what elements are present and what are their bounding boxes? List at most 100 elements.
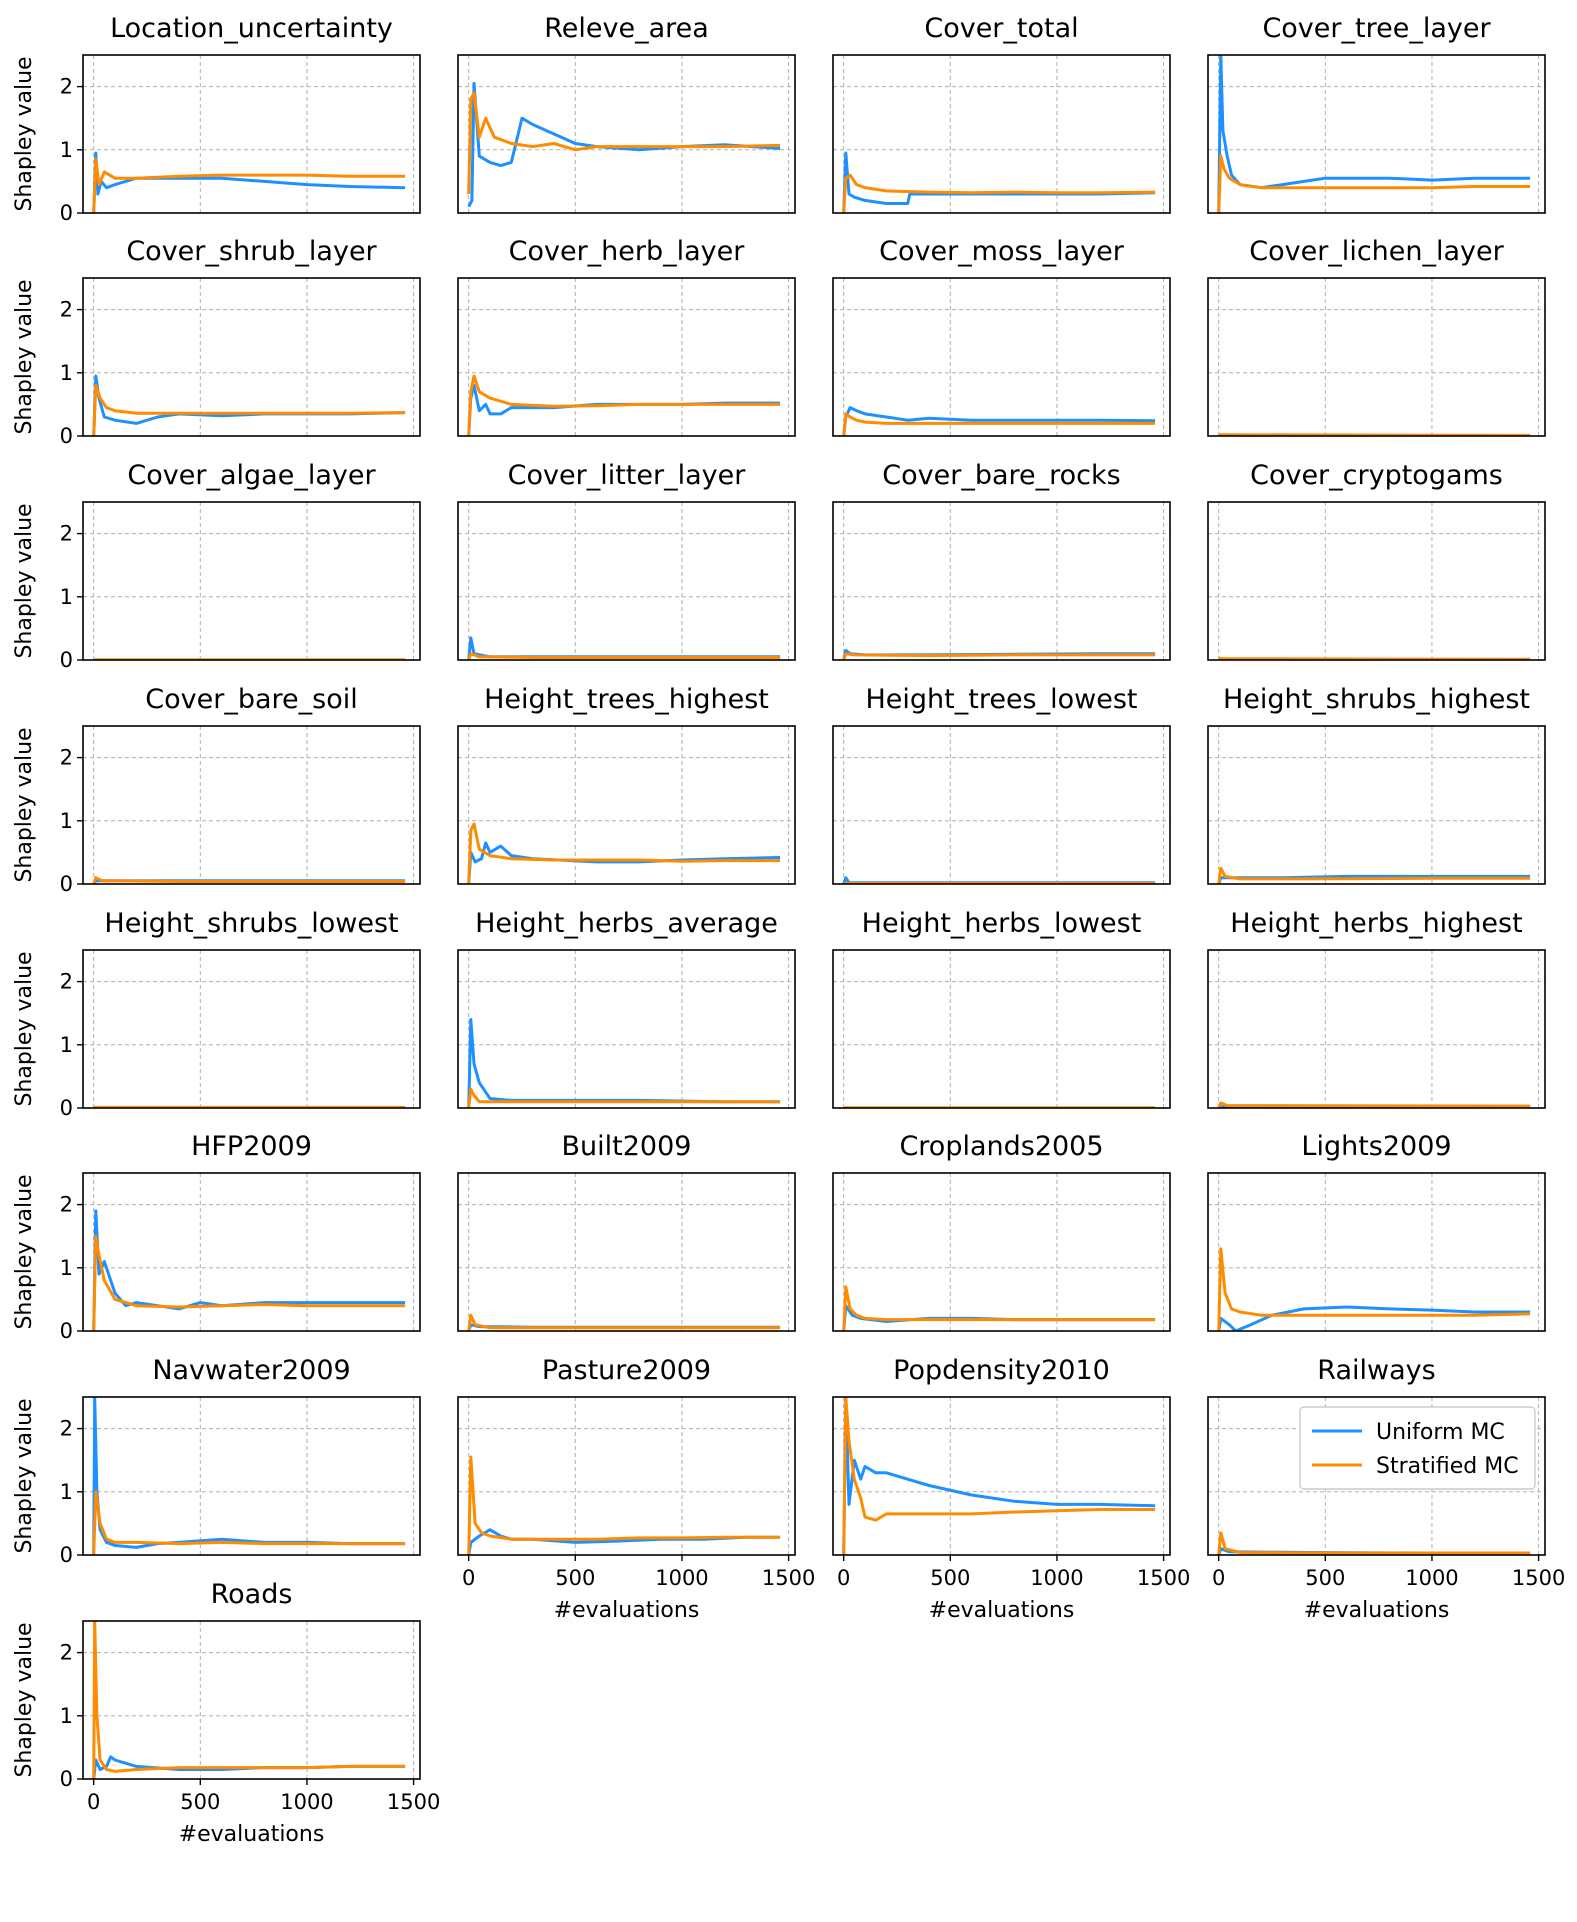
stratified-mc-line: [842, 412, 1156, 436]
subplot-title: Roads: [211, 1579, 293, 1610]
subplot-title: Height_herbs_highest: [1230, 908, 1522, 939]
x-tick-label: 1000: [280, 1790, 333, 1814]
uniform-mc-line: [467, 383, 781, 436]
uniform-mc-line: [467, 841, 781, 884]
subplot-title: Lights2009: [1301, 1131, 1451, 1162]
stratified-mc-line: [92, 383, 406, 436]
stratified-mc-line: [842, 173, 1156, 213]
y-tick-label: 1: [60, 1480, 73, 1504]
axes-frame: [82, 1396, 421, 1556]
y-tick-label: 2: [60, 1417, 73, 1441]
subplot-height-herbs-highest: Height_herbs_highest: [1207, 908, 1546, 1109]
axes-frame: [82, 501, 421, 661]
stratified-mc-line: [467, 1087, 781, 1108]
axes-frame: [832, 1172, 1171, 1332]
subplot-lights2009: Lights2009: [1207, 1131, 1546, 1332]
subplot-title: Cover_litter_layer: [508, 460, 747, 491]
stratified-mc-line: [467, 91, 781, 195]
subplot-cover-moss-layer: Cover_moss_layer: [832, 236, 1171, 437]
subplot-cover-cryptogams: Cover_cryptogams: [1207, 460, 1546, 661]
axes-frame: [1207, 54, 1546, 214]
subplot-title: Cover_cryptogams: [1250, 460, 1503, 491]
stratified-mc-line: [1218, 656, 1531, 660]
x-tick-label: 500: [1305, 1566, 1345, 1590]
axes-frame: [82, 1172, 421, 1332]
subplot-title: Cover_lichen_layer: [1249, 236, 1504, 267]
stratified-mc-line: [1217, 1531, 1531, 1555]
y-tick-label: 1: [60, 809, 73, 833]
x-axis-label: #evaluations: [929, 1598, 1075, 1623]
y-tick-label: 2: [60, 75, 73, 99]
axes-frame: [832, 54, 1171, 214]
subplot-pasture2009: Pasture2009 0 500 1000 1500 #evaluations: [457, 1355, 815, 1623]
subplot-title: Cover_algae_layer: [127, 460, 376, 491]
axes-frame: [457, 501, 796, 661]
subplot-cover-tree-layer: Cover_tree_layer: [1207, 13, 1546, 214]
axes-frame: [832, 949, 1171, 1109]
subplot-title: Cover_bare_rocks: [882, 460, 1120, 491]
stratified-mc-line: [1217, 1101, 1531, 1108]
subplot-railways: Railways 0 500 1000 1500 #evaluations Uniform …: [1207, 1355, 1565, 1623]
uniform-mc-line: [92, 151, 406, 213]
stratified-mc-line: [92, 1490, 406, 1555]
y-tick-label: 2: [60, 1193, 73, 1217]
uniform-mc-line: [842, 1397, 1156, 1555]
subplot-title: Height_trees_lowest: [865, 684, 1137, 715]
y-tick-label: 1: [60, 1256, 73, 1280]
subplot-title: Cover_shrub_layer: [126, 236, 377, 267]
axes-frame: [82, 54, 421, 214]
y-tick-label: 2: [60, 298, 73, 322]
subplot-title: Releve_area: [544, 13, 709, 44]
uniform-mc-line: [842, 151, 1156, 213]
x-tick-label: 500: [555, 1566, 595, 1590]
y-tick-label: 0: [60, 1767, 73, 1791]
subplot-cover-herb-layer: Cover_herb_layer: [457, 236, 796, 437]
y-axis-label: Shapley value: [12, 279, 37, 434]
subplot-releve-area: Releve_area: [457, 13, 796, 214]
stratified-mc-line: [92, 157, 406, 213]
uniform-mc-line: [467, 1018, 781, 1108]
subplot-title: Cover_moss_layer: [879, 236, 1125, 267]
axes-frame: [457, 277, 796, 437]
x-tick-label: 500: [180, 1790, 220, 1814]
axes-frame: [832, 501, 1171, 661]
y-tick-label: 1: [60, 361, 73, 385]
subplot-croplands2005: Croplands2005: [832, 1131, 1171, 1332]
axes-frame: [1207, 501, 1546, 661]
y-axis-label: Shapley value: [12, 727, 37, 882]
subplot-roads: Roads 0 1 2 Shapley value 0 500 1000 1500 #evalua…: [12, 1579, 440, 1847]
uniform-mc-line: [1217, 55, 1531, 213]
axes-frame: [457, 54, 796, 214]
axes-frame: [457, 949, 796, 1109]
legend-entry: Stratified MC: [1376, 1454, 1519, 1479]
x-tick-label: 1500: [762, 1566, 815, 1590]
legend: Uniform MC Stratified MC: [1299, 1406, 1536, 1490]
y-tick-label: 0: [60, 424, 73, 448]
y-tick-label: 2: [60, 522, 73, 546]
y-tick-label: 0: [60, 1543, 73, 1567]
x-tick-label: 1500: [1137, 1566, 1190, 1590]
uniform-mc-line: [1217, 1305, 1531, 1331]
y-axis-label: Shapley value: [12, 56, 37, 211]
stratified-mc-line: [92, 1234, 406, 1331]
y-axis-label: Shapley value: [12, 503, 37, 658]
x-axis-label: #evaluations: [554, 1598, 700, 1623]
subplot-title: Croplands2005: [899, 1131, 1103, 1162]
subplot-title: Location_uncertainty: [110, 13, 393, 44]
subplot-height-herbs-average: Height_herbs_average: [457, 908, 796, 1109]
stratified-mc-line: [92, 876, 406, 884]
subplot-hfp2009: HFP2009 0 1 2 Shapley value: [12, 1131, 421, 1343]
axes-frame: [1207, 277, 1546, 437]
axes-frame: [82, 725, 421, 885]
subplot-title: Cover_herb_layer: [509, 236, 746, 267]
x-tick-label: 500: [930, 1566, 970, 1590]
subplot-height-trees-highest: Height_trees_highest: [457, 684, 796, 885]
subplot-location-uncertainty: Location_uncertainty 0 1 2 Shapley value: [12, 13, 421, 225]
axes-frame: [1207, 949, 1546, 1109]
x-tick-label: 1000: [655, 1566, 708, 1590]
stratified-mc-line: [467, 1313, 781, 1331]
y-tick-label: 2: [60, 746, 73, 770]
y-tick-label: 0: [60, 872, 73, 896]
x-tick-label: 1500: [1512, 1566, 1565, 1590]
y-tick-label: 2: [60, 1641, 73, 1665]
